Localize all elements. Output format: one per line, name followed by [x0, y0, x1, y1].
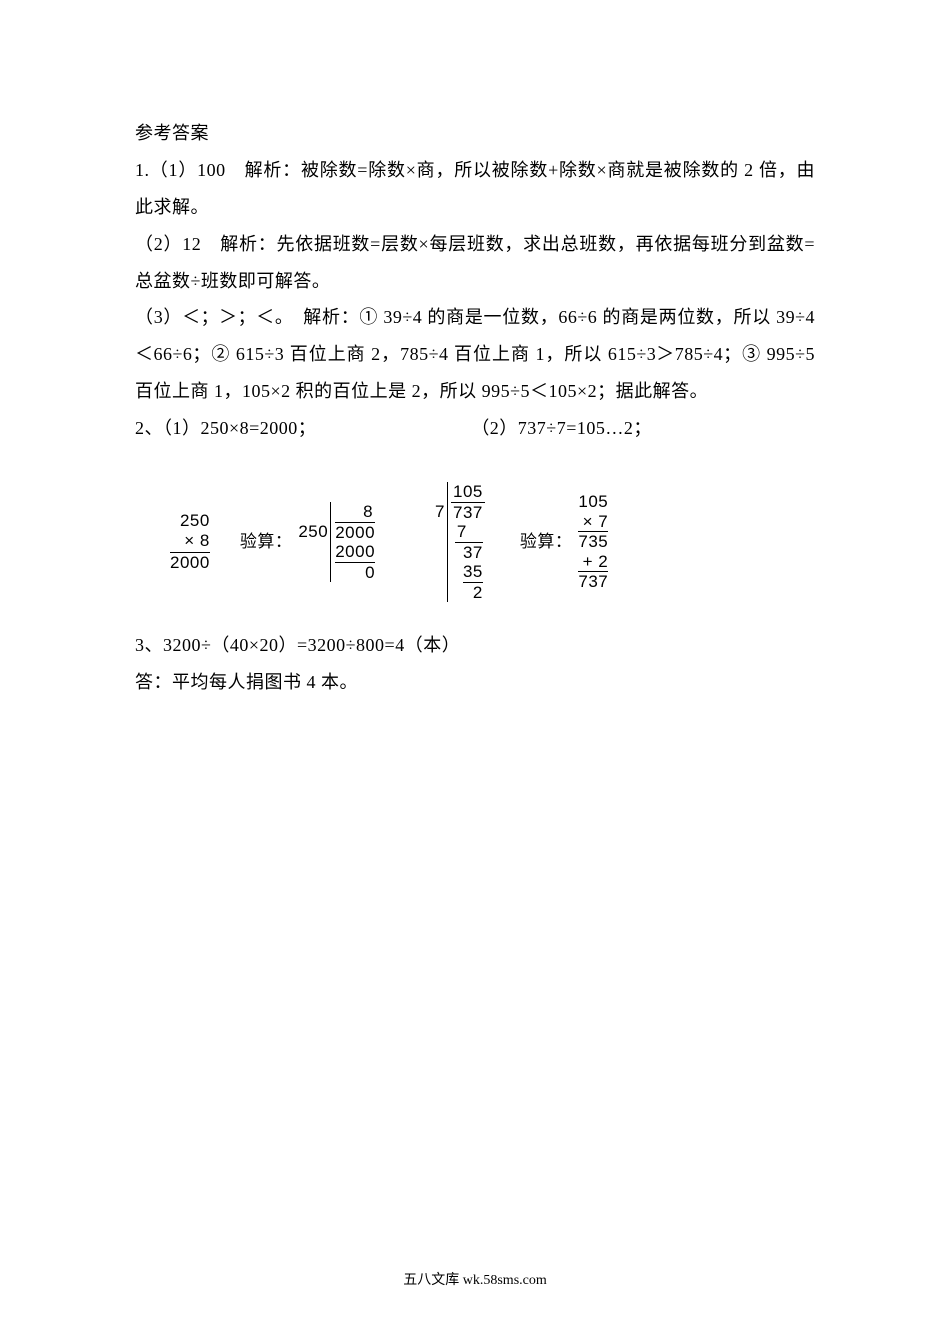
- dividend-737: 737: [451, 503, 483, 523]
- remainder-2: 2: [451, 583, 483, 603]
- verify-105x7: 105 × 7 735 + 2 737: [578, 492, 608, 592]
- answer-2-row: 2、（1）250×8=2000； （2）737÷7=105…2；: [135, 410, 815, 447]
- sub-2000: 2000: [335, 542, 375, 563]
- answer-1-3: （3）＜；＞；＜。 解析：① 39÷4 的商是一位数，66÷6 的商是两位数，所…: [135, 299, 815, 410]
- longdiv-2000-250: 250 8 2000 2000 0: [298, 502, 375, 582]
- verify-label-1: 验算：: [240, 525, 293, 560]
- answer-2-1: 2、（1）250×8=2000；: [135, 418, 316, 438]
- v-result-737: 737: [578, 571, 608, 592]
- remainder-0: 0: [335, 563, 375, 583]
- step-35: 35: [451, 562, 483, 583]
- document-content: 参考答案 1.（1）100 解析：被除数=除数×商，所以被除数+除数×商就是被除…: [135, 115, 815, 701]
- mult-result: 2000: [170, 553, 210, 573]
- divisor-7: 7: [435, 482, 445, 522]
- longdiv-737-7: 7 105 737 7 37 35 2: [435, 482, 485, 602]
- verify-label-2: 验算：: [520, 525, 573, 560]
- answer-1-2: （2）12 解析：先依据班数=层数×每层班数，求出总班数，再依据每班分到盆数=总…: [135, 226, 815, 300]
- v-operand-1: 105: [578, 492, 608, 512]
- page-footer: 五八文库 wk.58sms.com: [0, 1269, 950, 1289]
- step-37: 37: [451, 543, 483, 563]
- quotient-105: 105: [451, 482, 485, 503]
- mult-operand-1: 250: [170, 511, 210, 531]
- divisor-250: 250: [298, 502, 328, 542]
- dividend-2000: 2000: [335, 523, 375, 543]
- v-add-2: + 2: [578, 552, 608, 572]
- v-operand-2: × 7: [578, 512, 608, 532]
- mult-operand-2: × 8: [170, 531, 210, 551]
- answer-3: 3、3200÷（40×20）=3200÷800=4（本）: [135, 627, 815, 664]
- multiplication-250x8: 250 × 8 2000: [170, 511, 210, 573]
- math-work-container: 250 × 8 2000 验算： 250 8 2000 2000 0: [170, 482, 815, 602]
- step-7: 7: [451, 522, 483, 543]
- v-result-735: 735: [578, 531, 608, 552]
- answer-1-1: 1.（1）100 解析：被除数=除数×商，所以被除数+除数×商就是被除数的 2 …: [135, 152, 815, 226]
- answers-heading: 参考答案: [135, 115, 815, 152]
- answer-2-2: （2）737÷7=105…2；: [471, 418, 652, 438]
- quotient-8: 8: [335, 502, 375, 523]
- answer-3-final: 答：平均每人捐图书 4 本。: [135, 664, 815, 701]
